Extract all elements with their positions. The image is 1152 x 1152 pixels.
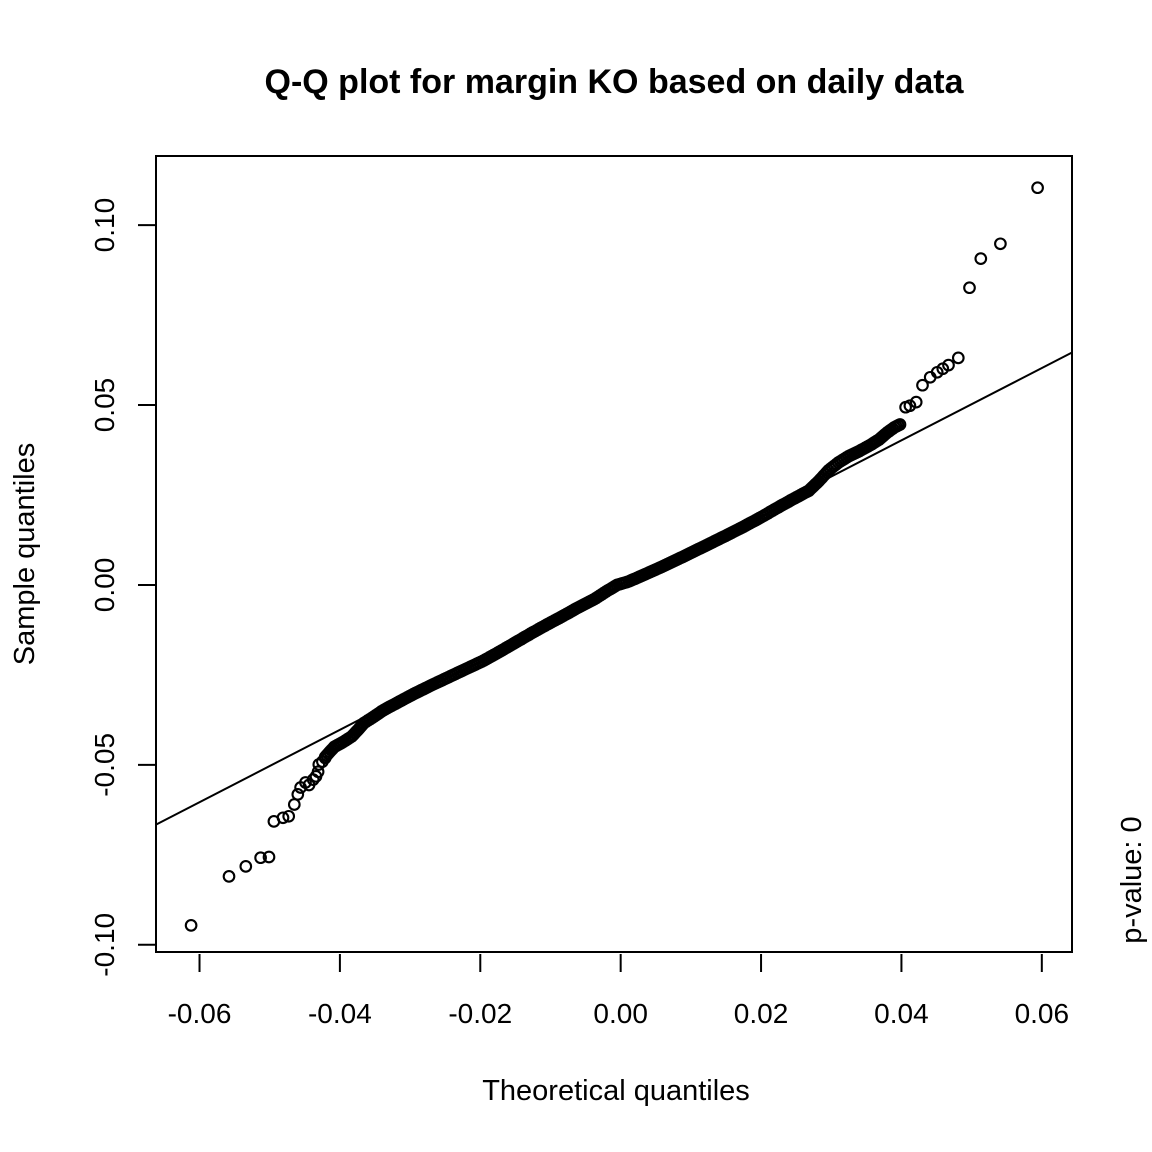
x-tick-label: 0.04 — [874, 998, 929, 1029]
data-point — [239, 860, 253, 873]
y-tick-label: 0.05 — [89, 378, 120, 433]
x-tick-label: -0.06 — [168, 998, 232, 1029]
data-point — [994, 237, 1007, 251]
data-point — [951, 351, 965, 365]
x-axis-label: Theoretical quantiles — [482, 1075, 750, 1107]
data-point — [963, 281, 976, 295]
data-point — [893, 418, 907, 431]
data-point — [974, 252, 988, 265]
data-point — [942, 358, 955, 372]
p-value-annotation: p-value: 0 — [1116, 816, 1148, 943]
y-tick-label: 0.00 — [89, 558, 120, 613]
x-tick-label: -0.04 — [308, 998, 372, 1029]
data-point — [282, 809, 296, 823]
x-tick-label: 0.00 — [593, 998, 648, 1029]
x-tick-label: 0.02 — [734, 998, 789, 1029]
data-point — [1031, 181, 1044, 195]
y-axis-label: Sample quantiles — [9, 443, 41, 665]
data-point — [916, 378, 929, 392]
qq-sample-points — [184, 181, 1044, 932]
plot-border — [155, 155, 1073, 953]
data-point — [222, 870, 236, 883]
y-tick-label: -0.10 — [89, 913, 120, 977]
data-point — [909, 395, 923, 409]
x-tick-label: -0.02 — [448, 998, 512, 1029]
chart-title: Q-Q plot for margin KO based on daily da… — [265, 63, 965, 101]
data-point — [276, 811, 290, 825]
tick-labels: -0.06 -0.04 -0.02 0.00 0.02 0.04 0.06 -0.10 -0.0… — [89, 198, 1069, 1029]
data-point — [903, 399, 917, 413]
y-tick-label: 0.10 — [89, 198, 120, 253]
data-point — [291, 788, 305, 801]
data-point — [262, 850, 276, 864]
data-point — [311, 765, 325, 779]
y-tick-label: -0.05 — [89, 733, 120, 797]
x-tick-label: 0.06 — [1015, 998, 1070, 1029]
data-point — [254, 851, 267, 865]
data-point — [184, 919, 198, 932]
data-point — [287, 798, 301, 811]
axis-ticks — [138, 224, 1043, 972]
